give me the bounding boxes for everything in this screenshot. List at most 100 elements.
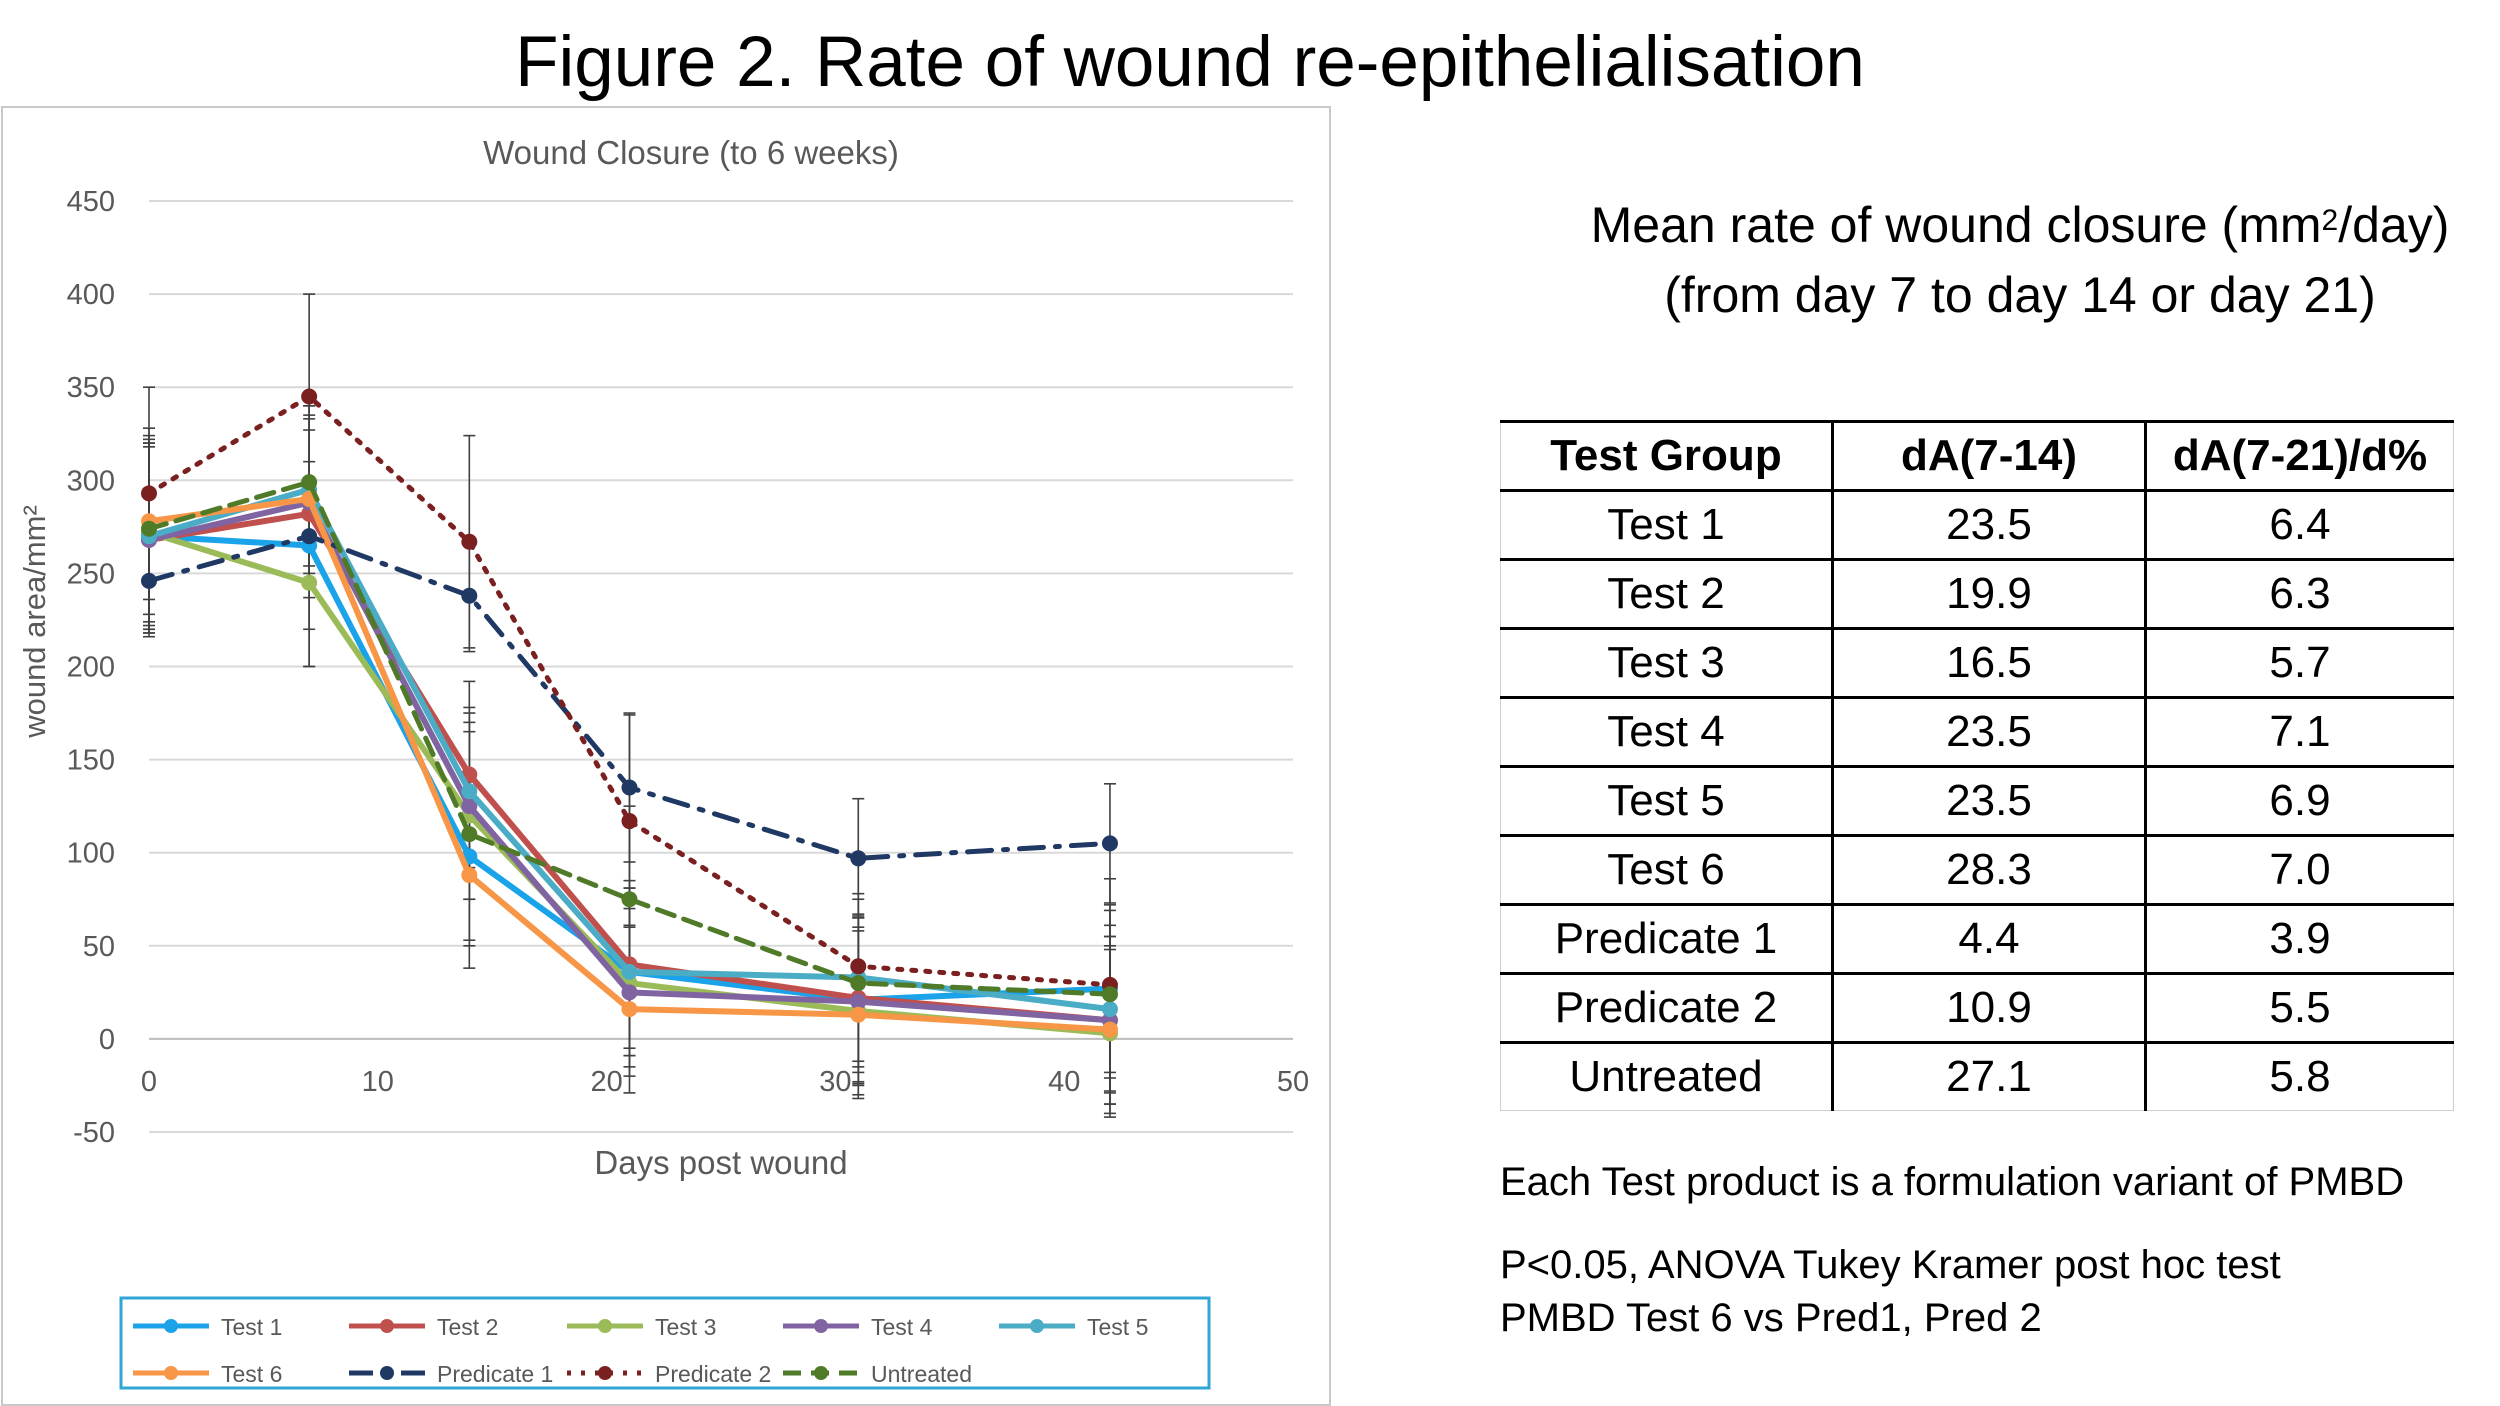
legend-label-test-1: Test 1 (221, 1314, 282, 1340)
legend-marker-test-2 (380, 1319, 394, 1333)
table-cell: Predicate 1 (1500, 904, 1833, 975)
legend-marker-test-3 (598, 1319, 612, 1333)
table-cell: 28.3 (1831, 835, 2147, 906)
table-row: Test 6 28.3 7.0 (1500, 835, 2454, 906)
table-row: Untreated 27.1 5.8 (1500, 1042, 2454, 1111)
table-cell: 23.5 (1831, 490, 2147, 561)
y-tick-label: 200 (67, 652, 115, 684)
table-cell: Test 4 (1500, 697, 1833, 768)
x-axis-title: Days post wound (594, 1144, 847, 1181)
data-point-predicate-1 (461, 587, 478, 604)
table-row: Test 2 19.9 6.3 (1500, 559, 2454, 630)
chart-panel: Wound Closure (to 6 weeks) 450 400 350 300 25… (1, 106, 1331, 1406)
x-tick-label: 40 (1048, 1066, 1080, 1098)
table-cell: 23.5 (1831, 766, 2147, 837)
y-tick-label: 50 (83, 931, 115, 963)
rate-heading-line-1: Mean rate of wound closure (mm2/day) (1500, 190, 2500, 260)
table-cell: 19.9 (1831, 559, 2147, 630)
table-cell: 7.1 (2145, 697, 2454, 768)
legend-box (119, 1296, 1211, 1390)
table-header-row: Test Group dA(7-14) dA(7-21)/d% (1500, 420, 2454, 492)
rate-heading-line-2: (from day 7 to day 14 or day 21) (1664, 267, 2376, 323)
table-row: Test 3 16.5 5.7 (1500, 628, 2454, 699)
series-line-predicate-1 (146, 533, 1113, 861)
data-point-test-4 (621, 984, 638, 1001)
legend-marker-predicate-2 (598, 1366, 612, 1380)
legend-marker-test-6 (164, 1366, 178, 1380)
table-cell: Test 2 (1500, 559, 1833, 630)
y-axis-title: wound area/mm² (17, 505, 52, 739)
table-row: Predicate 1 4.4 3.9 (1500, 904, 2454, 975)
series-line-predicate-2 (146, 394, 1113, 988)
rate-heading-tail: /day) (2338, 197, 2450, 253)
legend-label-predicate-2: Predicate 2 (655, 1361, 771, 1387)
table-cell: 7.0 (2145, 835, 2454, 906)
table-cell: Untreated (1500, 1042, 1833, 1111)
data-point-predicate-2 (141, 485, 157, 502)
table-cell: 4.4 (1831, 904, 2147, 975)
rate-heading: Mean rate of wound closure (mm2/day) (fr… (1500, 190, 2500, 330)
data-point-test-5 (621, 963, 638, 980)
legend-marker-test-5 (1030, 1319, 1044, 1333)
table-cell: Test 5 (1500, 766, 1833, 837)
data-point-predicate-2 (301, 388, 318, 405)
legend-label-test-2: Test 2 (437, 1314, 498, 1340)
table-header-cell: dA(7-21)/d% (2145, 420, 2454, 492)
data-point-untreated (461, 826, 478, 843)
table-cell: Test 6 (1500, 835, 1833, 906)
data-point-untreated (141, 520, 157, 537)
table-cell: 10.9 (1831, 973, 2147, 1044)
data-point-predicate-2 (850, 958, 867, 975)
table-cell: 5.7 (2145, 628, 2454, 699)
data-point-predicate-1 (621, 779, 638, 796)
table-header-cell: Test Group (1500, 420, 1833, 492)
data-point-predicate-1 (1101, 835, 1118, 852)
table-cell: 5.5 (2145, 973, 2454, 1044)
figure-title: Figure 2. Rate of wound re-epithelialisa… (515, 23, 1865, 102)
table-row: Test 4 23.5 7.1 (1500, 697, 2454, 768)
y-tick-label: 0 (99, 1024, 115, 1056)
legend-label-test-4: Test 4 (871, 1314, 933, 1340)
rate-heading-text: Mean rate of wound closure (mm (1590, 197, 2322, 253)
data-point-untreated (1101, 986, 1118, 1003)
table-row: Test 1 23.5 6.4 (1500, 490, 2454, 561)
data-point-untreated (621, 891, 638, 908)
y-tick-label: 250 (67, 558, 115, 590)
x-tick-label: 0 (141, 1066, 157, 1098)
table-cell: 23.5 (1831, 697, 2147, 768)
data-point-test-6 (850, 1006, 867, 1023)
data-point-predicate-2 (621, 813, 638, 830)
table-cell: Predicate 2 (1500, 973, 1833, 1044)
legend-label-test-5: Test 5 (1087, 1314, 1148, 1340)
data-point-test-4 (850, 993, 867, 1010)
legend-label-test-6: Test 6 (221, 1361, 282, 1387)
table-header-cell: dA(7-14) (1831, 420, 2147, 492)
data-point-test-6 (1101, 1021, 1118, 1038)
data-point-predicate-1 (301, 528, 318, 545)
y-tick-label: 400 (67, 279, 115, 311)
data-point-test-6 (461, 867, 478, 884)
table-cell: 6.3 (2145, 559, 2454, 630)
series-line-test-2 (146, 510, 1113, 1024)
table-row: Test 5 23.5 6.9 (1500, 766, 2454, 837)
table-cell: 6.9 (2145, 766, 2454, 837)
data-point-predicate-1 (850, 850, 867, 867)
legend-marker-test-4 (814, 1319, 828, 1333)
y-tick-label: 300 (67, 465, 115, 497)
note-statistics: P<0.05, ANOVA Tukey Kramer post hoc test (1500, 1243, 2281, 1287)
table-cell: 5.8 (2145, 1042, 2454, 1111)
y-tick-label: -50 (73, 1117, 115, 1149)
data-point-test-4 (461, 798, 478, 815)
data-point-test-5 (1101, 1001, 1118, 1018)
legend-marker-predicate-1 (380, 1366, 394, 1380)
table-cell: 27.1 (1831, 1042, 2147, 1111)
legend-label-untreated: Untreated (871, 1361, 972, 1387)
x-tick-label: 10 (362, 1066, 394, 1098)
series-line-untreated (146, 479, 1113, 997)
data-point-test-5 (461, 783, 478, 800)
legend-marker-test-1 (164, 1319, 178, 1333)
table-cell: 6.4 (2145, 490, 2454, 561)
table-cell: 3.9 (2145, 904, 2454, 975)
series-line-test-4 (146, 499, 1113, 1024)
x-tick-label: 30 (819, 1066, 851, 1098)
